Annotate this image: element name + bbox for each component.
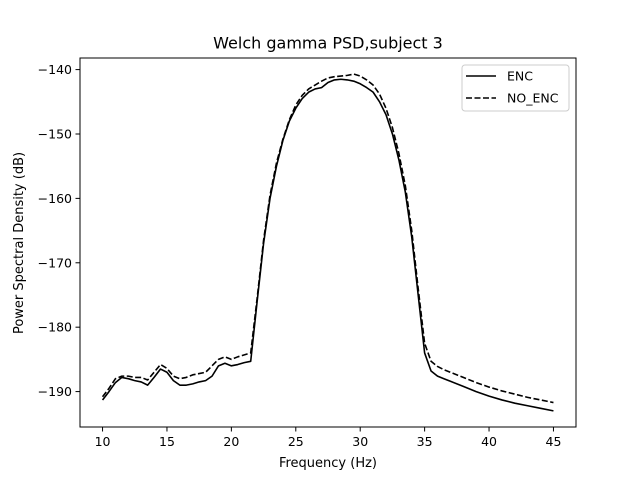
x-axis-label: Frequency (Hz) [279, 456, 377, 471]
y-tick-label: −140 [38, 62, 72, 77]
x-tick-label: 40 [481, 434, 497, 449]
series-line-no-enc [101, 73, 554, 404]
y-tick-label: −150 [38, 126, 72, 141]
chart-title: Welch gamma PSD,subject 3 [213, 34, 443, 53]
y-axis-label: Power Spectral Density (dB) [12, 152, 27, 334]
x-tick-label: 20 [223, 434, 239, 449]
x-tick-label: 10 [95, 434, 111, 449]
plot-area: 10 15 20 25 30 35 40 45 −190 −180 −170 −160 −150 −140 [38, 57, 577, 449]
x-tick-label: 25 [288, 434, 304, 449]
series-line-enc [101, 78, 554, 412]
x-tick-label: 45 [546, 434, 562, 449]
x-tick-label: 15 [159, 434, 175, 449]
y-tick-label: −180 [38, 320, 72, 335]
legend-label-enc: ENC [507, 69, 533, 84]
x-tick-label: 35 [417, 434, 433, 449]
x-tick-label: 30 [352, 434, 368, 449]
axes-frame [79, 57, 577, 428]
legend: ENC NO_ENC [461, 64, 570, 112]
y-tick-label: −190 [38, 384, 72, 399]
y-tick-label: −160 [38, 191, 72, 206]
legend-label-no-enc: NO_ENC [507, 91, 559, 106]
y-tick-label: −170 [38, 255, 72, 270]
